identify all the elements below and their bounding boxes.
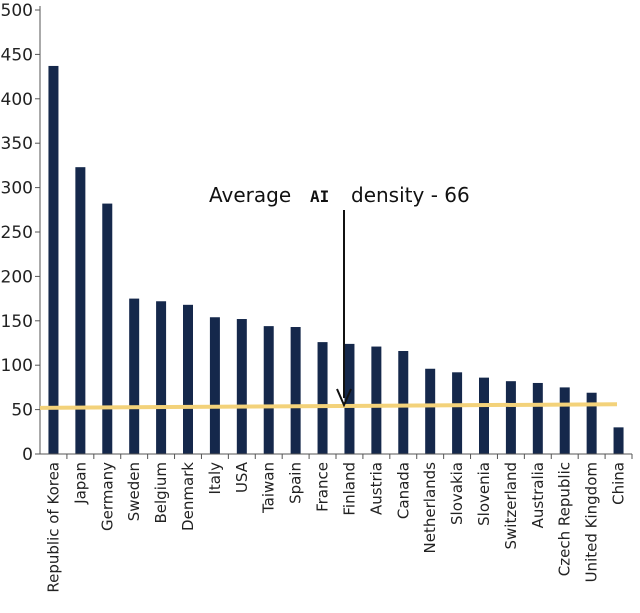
y-tick-label: 150 <box>1 312 33 332</box>
bar <box>532 382 543 454</box>
x-tick-label: Austria <box>367 462 385 515</box>
annotation-suffix: density - 66 <box>351 183 470 207</box>
y-tick-label: 0 <box>22 445 33 465</box>
x-tick-label: Republic of Korea <box>44 462 62 593</box>
bar <box>183 304 193 454</box>
y-tick-label: 50 <box>11 401 33 421</box>
y-tick-label: 250 <box>1 223 33 243</box>
y-tick-label: 400 <box>1 90 33 110</box>
y-axis: 0 50 100 150 200 250 300 350 400 450 500 <box>1 1 41 465</box>
y-tick-label: 100 <box>1 356 33 376</box>
x-tick-label: Belgium <box>152 462 170 524</box>
bar <box>479 377 489 454</box>
x-axis-labels: Republic of Korea Japan Germany Sweden Belgi… <box>40 453 633 593</box>
bar <box>559 387 570 454</box>
bars <box>48 65 624 454</box>
x-tick-label: Slovenia <box>475 462 493 526</box>
annotation-highlight: AI <box>310 187 329 206</box>
bar <box>75 167 86 454</box>
bar <box>425 368 436 454</box>
x-tick-label: China <box>610 462 628 505</box>
average-reference-line <box>39 402 618 410</box>
bar <box>371 346 382 454</box>
x-tick-label: Japan <box>71 462 89 505</box>
x-tick-label: Slovakia <box>448 462 466 525</box>
bar <box>586 392 597 454</box>
bar <box>613 427 624 454</box>
y-tick-label: 200 <box>1 267 33 287</box>
x-tick-label: USA <box>233 461 251 493</box>
average-annotation: Average AI density - 66 <box>209 183 470 408</box>
bar <box>290 327 301 454</box>
x-tick-label: Germany <box>98 462 116 531</box>
bar <box>317 342 328 454</box>
x-tick-label: Italy <box>206 462 224 495</box>
x-tick-label: Taiwan <box>260 462 278 514</box>
y-tick-label: 350 <box>1 134 33 154</box>
bar <box>263 326 274 454</box>
x-tick-label: Spain <box>287 462 305 504</box>
x-tick-label: Czech Republic <box>556 462 574 576</box>
bar <box>156 301 167 454</box>
x-tick-label: Finland <box>340 462 358 516</box>
y-tick-label: 450 <box>1 45 33 65</box>
bar <box>505 381 516 454</box>
x-tick-label: Sweden <box>125 462 143 521</box>
annotation-arrow-head <box>336 388 352 408</box>
bar <box>344 343 355 454</box>
bar <box>209 317 220 454</box>
x-tick-label: France <box>314 462 332 512</box>
x-tick-label: Netherlands <box>421 462 439 554</box>
bar <box>452 372 463 454</box>
bar <box>236 319 247 454</box>
x-tick-label: Australia <box>529 462 547 528</box>
x-tick-label: Switzerland <box>502 462 520 550</box>
bar <box>48 65 59 454</box>
y-tick-label: 500 <box>1 1 33 21</box>
bar <box>102 203 113 454</box>
x-tick-label: Denmark <box>179 462 197 531</box>
annotation-prefix: Average <box>209 183 291 207</box>
bar <box>398 350 409 454</box>
y-tick-label: 300 <box>1 179 33 199</box>
x-tick-label: Canada <box>394 462 412 519</box>
x-tick-label: United Kingdom <box>583 462 601 582</box>
bar <box>129 298 140 454</box>
